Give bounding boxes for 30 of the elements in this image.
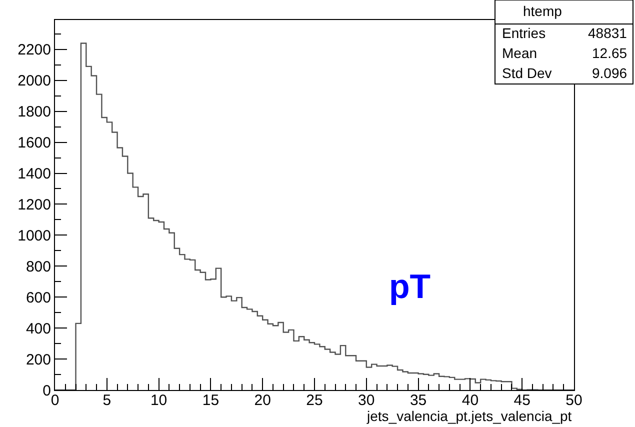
y-tick-label: 2200 — [18, 42, 51, 59]
y-tick-label: 1000 — [18, 227, 51, 244]
x-tick-label: 40 — [462, 392, 479, 409]
x-tick-label: 25 — [306, 392, 323, 409]
annotation: Entries — [502, 25, 546, 41]
annotation: pT — [389, 268, 431, 306]
x-tick-label: 15 — [202, 392, 220, 409]
y-tick-label: 1800 — [18, 104, 51, 121]
x-tick-label: 10 — [150, 392, 168, 409]
y-tick-label: 400 — [26, 320, 51, 338]
x-tick-label: 50 — [566, 392, 582, 409]
x-tick-label: 30 — [358, 392, 375, 409]
y-tick-label: 2000 — [18, 72, 51, 90]
y-tick-label: 200 — [26, 351, 51, 368]
y-tick-label: 800 — [26, 258, 51, 276]
y-tick-label: 1200 — [18, 196, 51, 214]
y-tick-label: 600 — [26, 289, 51, 306]
annotation: Std Dev — [502, 65, 552, 81]
y-tick-label: 1400 — [18, 166, 51, 183]
x-tick-label: 45 — [514, 392, 530, 409]
x-axis-title: jets_valencia_pt.jets_valencia_pt — [366, 408, 572, 424]
text: 9.096 — [592, 65, 628, 81]
annotation: Mean — [502, 45, 538, 61]
y-tick-label: 1600 — [18, 134, 51, 152]
text: 48831 — [588, 25, 628, 41]
x-tick-label: 5 — [102, 392, 112, 409]
text: 12.65 — [592, 45, 628, 61]
text: htemp — [523, 3, 562, 19]
x-tick-label: 35 — [410, 392, 427, 409]
x-tick-label: 20 — [254, 392, 271, 409]
